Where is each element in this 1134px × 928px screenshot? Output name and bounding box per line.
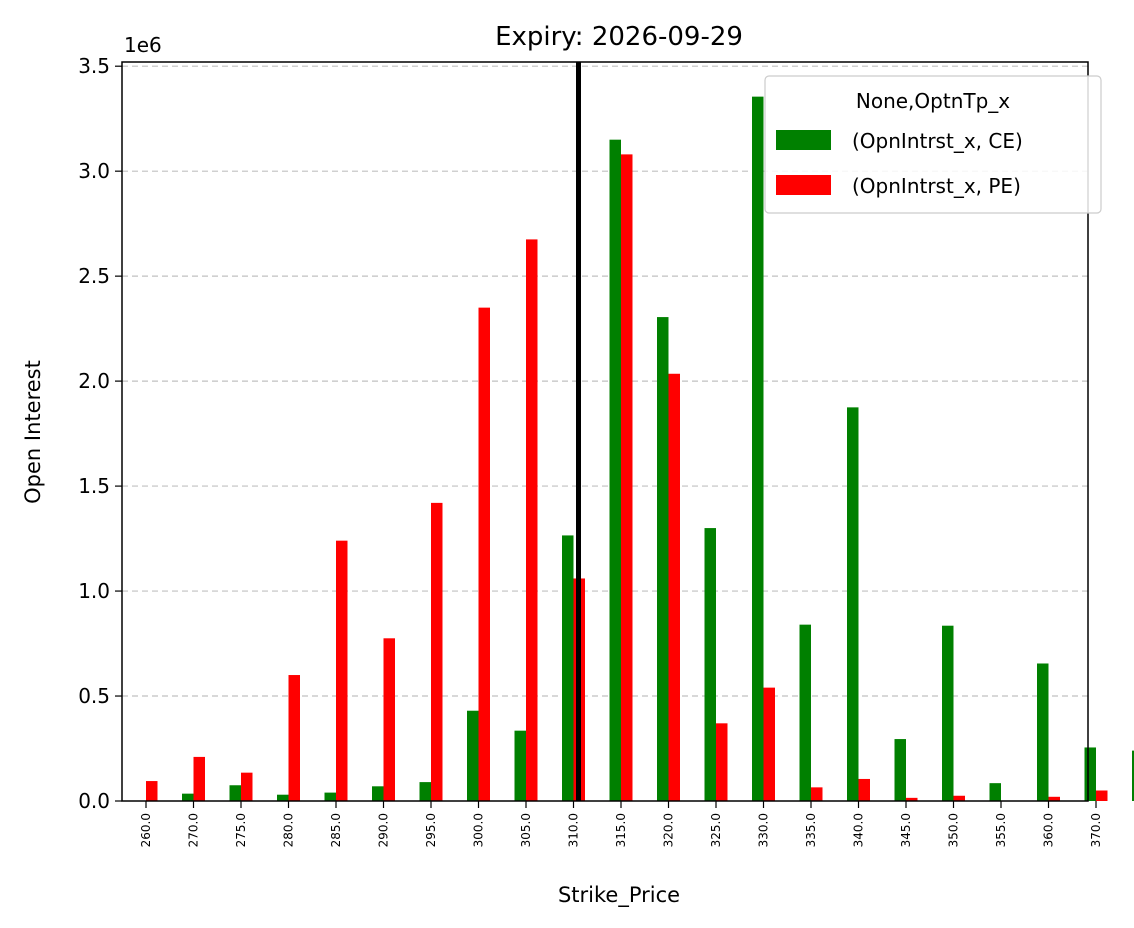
bar-pe <box>1096 790 1108 801</box>
bar-ce <box>229 785 241 801</box>
x-tick-label: 330.0 <box>757 813 771 847</box>
bar-ce <box>847 407 859 801</box>
y-axis: 0.0 0.5 1.0 1.5 2.0 2.5 3.0 3.5 <box>78 54 122 813</box>
bar-pe <box>858 778 870 801</box>
bar-ce <box>1132 750 1134 801</box>
legend-label-pe: (OpnIntrst_x, PE) <box>852 174 1021 198</box>
bar-pe <box>1048 796 1060 801</box>
x-tick-label: 340.0 <box>852 813 866 847</box>
bar-pe <box>763 687 775 801</box>
y-tick-label: 0.5 <box>78 684 110 708</box>
x-tick-label: 360.0 <box>1042 813 1056 847</box>
x-tick-label: 325.0 <box>709 813 723 847</box>
bar-pe <box>811 787 823 801</box>
x-tick-label: 285.0 <box>329 813 343 847</box>
bar-pe <box>146 781 158 801</box>
bar-pe <box>716 723 728 801</box>
x-tick-label: 305.0 <box>519 813 533 847</box>
y-tick-label: 0.0 <box>78 789 110 813</box>
bar-ce <box>419 782 431 801</box>
bar-pe <box>336 540 348 801</box>
x-tick-label: 315.0 <box>614 813 628 847</box>
x-axis: 260.0 270.0 275.0 280.0 285.0 290.0 295.0 300.0… <box>139 801 1103 847</box>
y-tick-label: 1.0 <box>78 579 110 603</box>
x-tick-label: 355.0 <box>994 813 1008 847</box>
legend-label-ce: (OpnIntrst_x, CE) <box>852 129 1023 153</box>
x-tick-label: 280.0 <box>282 813 296 847</box>
chart-title: Expiry: 2026-09-29 <box>495 22 743 52</box>
bar-pe <box>953 795 965 801</box>
bar-ce <box>1037 663 1049 801</box>
x-tick-label: 300.0 <box>472 813 486 847</box>
y-tick-label: 2.5 <box>78 264 110 288</box>
x-tick-label: 310.0 <box>567 813 581 847</box>
bar-ce <box>704 528 716 801</box>
bar-ce <box>894 739 906 801</box>
bar-ce <box>657 317 669 801</box>
x-tick-label: 275.0 <box>234 813 248 847</box>
x-tick-label: 335.0 <box>804 813 818 847</box>
series-ce <box>182 96 1134 802</box>
bar-ce <box>609 139 621 802</box>
bar-pe <box>193 756 205 801</box>
bar-ce <box>1084 747 1096 801</box>
y-tick-label: 1.5 <box>78 474 110 498</box>
x-tick-label: 260.0 <box>139 813 153 847</box>
y-tick-label: 3.0 <box>78 159 110 183</box>
bar-pe <box>288 675 300 801</box>
x-tick-label: 270.0 <box>187 813 201 847</box>
legend: None,OptnTp_x (OpnIntrst_x, CE) (OpnIntr… <box>764 75 1102 214</box>
bar-ce <box>467 710 479 801</box>
legend-box <box>764 75 1102 214</box>
bar-pe <box>621 154 633 801</box>
bar-ce <box>514 730 526 801</box>
legend-swatch-ce <box>776 130 831 150</box>
bar-ce <box>372 786 384 801</box>
y-tick-label: 3.5 <box>78 54 110 78</box>
bar-ce <box>989 783 1001 801</box>
x-tick-label: 320.0 <box>662 813 676 847</box>
y-tick-label: 2.0 <box>78 369 110 393</box>
bar-ce <box>277 794 289 801</box>
x-tick-label: 370.0 <box>1089 813 1103 847</box>
x-tick-label: 350.0 <box>947 813 961 847</box>
x-tick-label: 290.0 <box>377 813 391 847</box>
legend-swatch-pe <box>776 175 831 195</box>
bar-ce <box>324 792 336 801</box>
bar-ce <box>182 793 194 801</box>
x-axis-label: Strike_Price <box>558 883 680 908</box>
x-tick-label: 345.0 <box>899 813 913 847</box>
bar-ce <box>942 625 954 801</box>
bar-pe <box>241 772 253 801</box>
bar-pe <box>668 373 680 801</box>
bar-ce <box>799 624 811 801</box>
bar-pe <box>526 239 538 802</box>
bar-pe <box>431 502 443 801</box>
plot-frame <box>121 61 1089 802</box>
y-offset-label: 1e6 <box>124 33 162 57</box>
legend-title: None,OptnTp_x <box>856 89 1010 113</box>
bar-ce <box>562 535 574 801</box>
x-tick-label: 295.0 <box>424 813 438 847</box>
bar-pe <box>906 797 918 801</box>
bar-pe <box>478 307 490 801</box>
y-axis-label: Open Interest <box>21 360 45 504</box>
bar-pe <box>383 638 395 801</box>
bar-ce <box>752 96 764 801</box>
